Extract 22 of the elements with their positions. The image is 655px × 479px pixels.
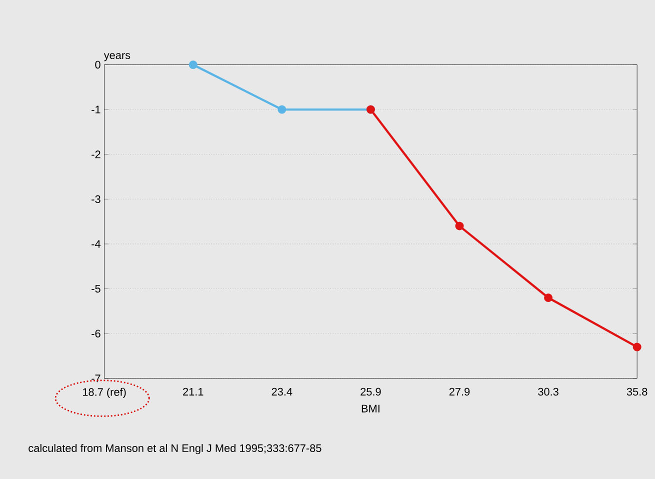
x-tick-label: 21.1: [183, 388, 204, 396]
y-tick-label: -4: [92, 240, 100, 248]
y-tick-label: 0: [95, 60, 100, 69]
point: [632, 342, 642, 352]
y-axis-title: years: [104, 53, 130, 62]
x-tick-label: 23.4: [272, 388, 292, 396]
y-tick-label: -6: [92, 330, 100, 338]
x-axis-title: BMI: [362, 404, 380, 412]
point: [188, 60, 198, 70]
point: [455, 222, 464, 230]
point: [278, 105, 286, 114]
x-tick-label: 35.8: [626, 388, 648, 396]
x-tick-label: 27.9: [449, 388, 470, 396]
y-tick-label: -5: [92, 284, 100, 293]
point: [544, 293, 553, 302]
x-tick-label: 25.9: [360, 388, 381, 396]
y-tick-label: -3: [92, 195, 100, 204]
x-tick-label: 30.3: [538, 388, 558, 396]
x-tick-label: 18.7 (ref): [83, 388, 126, 398]
y-tick-label: -2: [92, 150, 100, 158]
text: calculated from Manson et al N Engl J Med 1995;333:677-85: [28, 444, 322, 454]
y-tick-label: -1: [92, 106, 100, 114]
